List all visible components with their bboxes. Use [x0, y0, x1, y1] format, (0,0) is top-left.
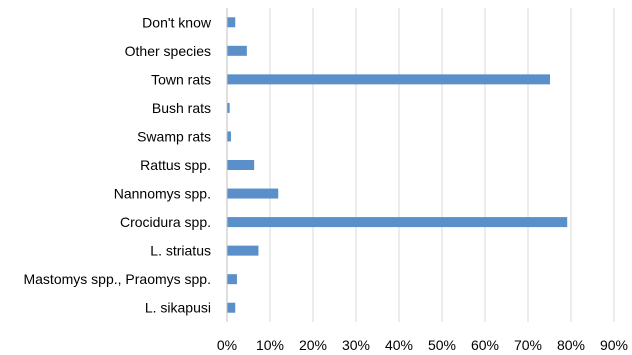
x-tick-label: 60% [471, 337, 499, 353]
x-tick-label: 20% [299, 337, 327, 353]
bar [227, 188, 279, 199]
category-label: Don't know [142, 14, 212, 30]
x-tick-label: 80% [557, 337, 585, 353]
category-label: Rattus spp. [140, 157, 211, 173]
bar [227, 131, 231, 142]
bar [227, 302, 236, 313]
category-labels: Don't know Other species Town rats Bush rat… [23, 14, 211, 315]
category-label: Nannomys spp. [114, 186, 211, 202]
bar [227, 217, 568, 228]
bar [227, 274, 237, 285]
bar [227, 17, 236, 28]
category-label: Other species [125, 43, 211, 59]
category-label: L. sikapusi [145, 300, 211, 316]
bar [227, 45, 247, 56]
category-label: Town rats [151, 71, 211, 87]
category-label: Crocidura spp. [120, 214, 211, 230]
bar [227, 102, 230, 113]
category-label: L. striatus [150, 243, 211, 259]
x-tick-labels: 0% 10% 20% 30% 40% 50% 60% 70% 80% 90% [217, 337, 628, 353]
x-tick-label: 90% [600, 337, 628, 353]
x-tick-label: 40% [385, 337, 413, 353]
bar [227, 245, 259, 256]
x-tick-label: 0% [217, 337, 237, 353]
x-tick-label: 70% [514, 337, 542, 353]
category-label: Bush rats [152, 100, 211, 116]
x-tick-label: 50% [428, 337, 456, 353]
x-tick-label: 30% [342, 337, 370, 353]
grid-lines [269, 8, 615, 322]
category-label: Mastomys spp., Praomys spp. [23, 271, 211, 287]
bar [227, 160, 255, 170]
bars [227, 17, 568, 313]
bar [227, 74, 550, 85]
x-tick-label: 10% [256, 337, 284, 353]
category-label: Swamp rats [137, 128, 211, 144]
